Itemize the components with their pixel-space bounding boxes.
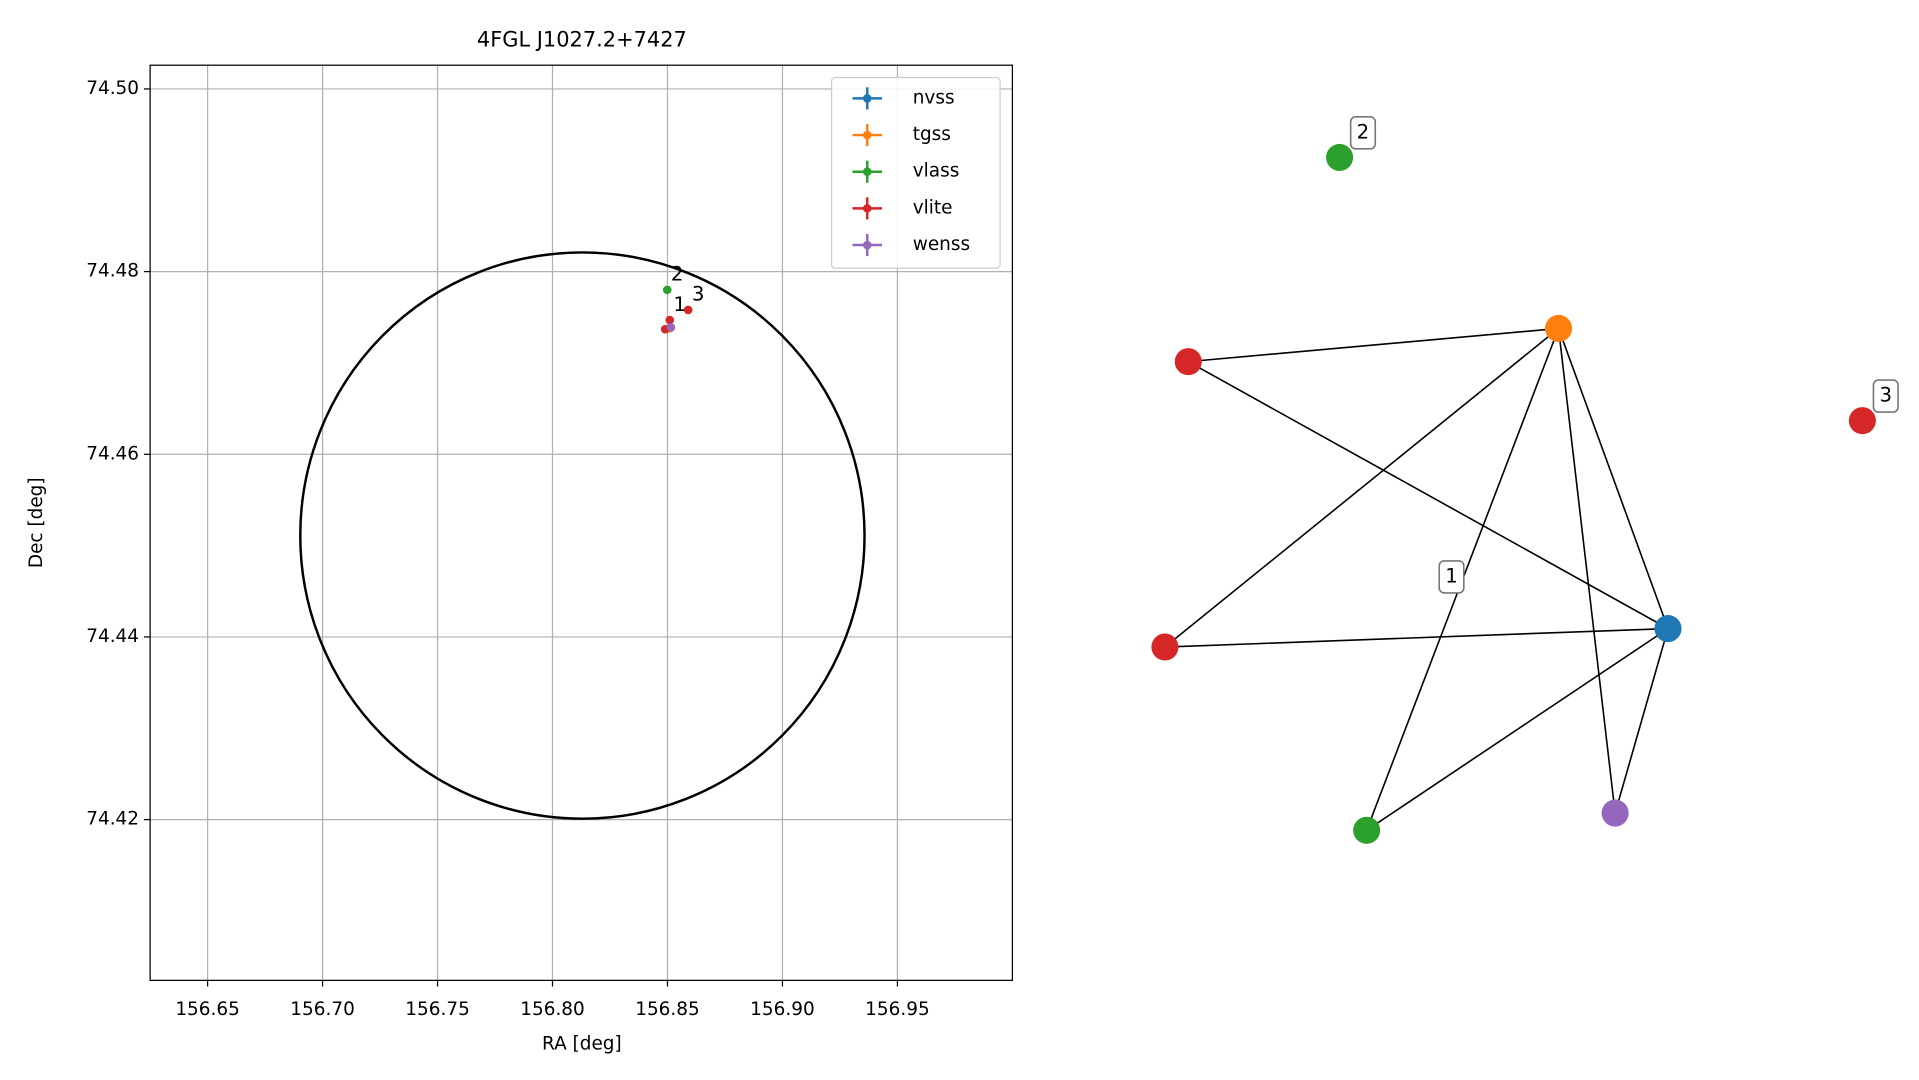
node-label: 3 xyxy=(1879,384,1892,407)
y-tick-label: 74.42 xyxy=(86,809,139,830)
node-label: 2 xyxy=(1357,120,1370,143)
error-circle xyxy=(299,251,866,820)
data-point xyxy=(683,305,693,315)
graph-node xyxy=(1545,314,1573,342)
annotation: 1 xyxy=(673,293,686,316)
legend-marker xyxy=(862,167,872,177)
legend-marker xyxy=(862,240,872,250)
y-tick-label: 74.50 xyxy=(86,78,139,99)
graph-edge xyxy=(1164,627,1669,648)
x-tick-label: 156.70 xyxy=(290,999,355,1020)
x-axis-label: RA [deg] xyxy=(542,1033,622,1054)
node-label: 1 xyxy=(1445,564,1458,587)
legend-marker xyxy=(862,94,872,103)
legend-box xyxy=(830,76,1001,269)
graph-node xyxy=(1326,143,1354,171)
graph-node xyxy=(1151,633,1179,661)
graph-edge xyxy=(1557,328,1616,814)
legend-label: nvss xyxy=(913,87,955,108)
graph-edge xyxy=(1557,328,1669,629)
annotation: 3 xyxy=(692,283,705,306)
graph-edge xyxy=(1164,327,1560,648)
axes-frame xyxy=(149,64,1014,981)
y-tick-label: 74.48 xyxy=(86,261,139,282)
legend-label: tgss xyxy=(913,124,951,145)
annotation: 2 xyxy=(671,263,684,286)
graph-node xyxy=(1353,816,1381,844)
graph-node xyxy=(1174,348,1202,376)
node-label-box xyxy=(1872,379,1899,413)
legend-marker xyxy=(862,204,872,213)
y-tick-label: 74.46 xyxy=(86,443,139,464)
graph-edge xyxy=(1366,627,1669,831)
chart-title: 4FGL J1027.2+7427 xyxy=(477,28,687,52)
x-tick-label: 156.85 xyxy=(635,999,700,1020)
x-tick-label: 156.95 xyxy=(865,999,930,1020)
graph-node xyxy=(1601,799,1629,827)
legend-marker xyxy=(862,130,872,140)
x-tick-label: 156.65 xyxy=(175,999,240,1020)
y-axis-label: Dec [deg] xyxy=(26,477,47,568)
legend-label: vlite xyxy=(913,197,953,218)
x-tick-label: 156.90 xyxy=(750,999,815,1020)
x-tick-label: 156.80 xyxy=(520,999,585,1020)
node-label-box xyxy=(1438,560,1465,594)
graph-edge xyxy=(1188,327,1559,363)
graph-node xyxy=(1848,407,1876,435)
legend-label: wenss xyxy=(913,234,970,255)
graph-node xyxy=(1654,615,1682,643)
data-point xyxy=(665,315,675,325)
graph-edge xyxy=(1614,628,1669,814)
x-tick-label: 156.75 xyxy=(405,999,470,1020)
data-point xyxy=(666,323,676,332)
legend-label: vlass xyxy=(913,161,960,182)
node-label-box xyxy=(1349,116,1377,150)
data-point xyxy=(662,285,672,295)
y-tick-label: 74.44 xyxy=(86,626,139,647)
